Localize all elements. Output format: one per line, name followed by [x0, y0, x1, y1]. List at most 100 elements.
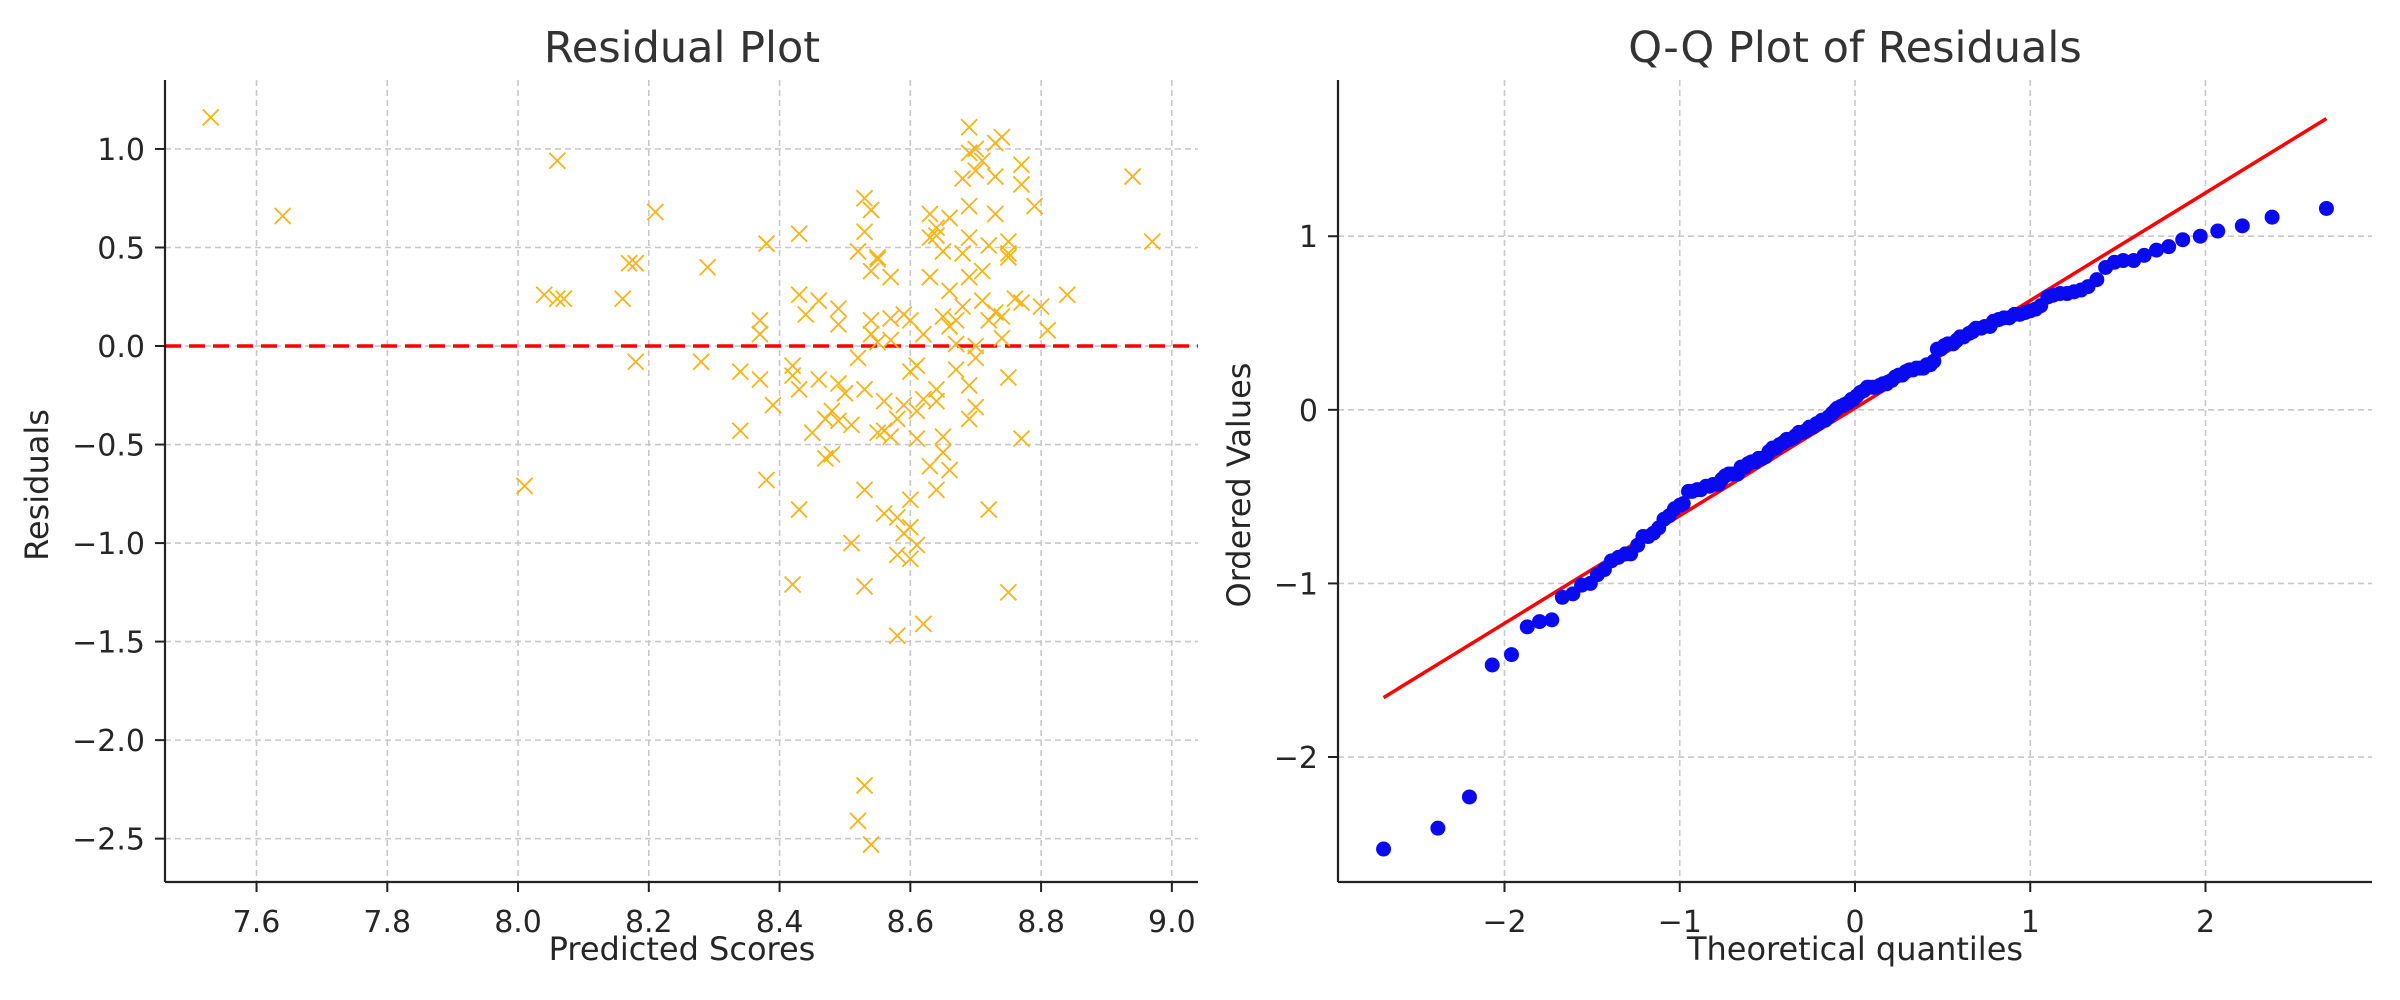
residual-point [934, 307, 952, 326]
residual-point [1143, 232, 1161, 251]
residual-point [875, 392, 893, 410]
residual-point [829, 412, 848, 430]
residual-point [784, 366, 802, 385]
residual-point [862, 201, 880, 219]
residual-point [934, 242, 952, 261]
residual-point [901, 518, 919, 536]
residual-point [829, 299, 848, 318]
residual-point [993, 128, 1011, 146]
qq-point [2161, 239, 2177, 255]
y-tick-label: 1 [1299, 220, 1318, 255]
x-tick-label: 9.0 [1148, 905, 1196, 940]
residual-point [999, 248, 1018, 266]
residual-point [829, 374, 848, 393]
residual-point [790, 286, 808, 304]
residual-point [855, 380, 874, 399]
residual-point [731, 422, 749, 440]
chart-title: Q-Q Plot of Residuals [1628, 23, 2081, 73]
residual-point [973, 152, 991, 170]
residual-point [888, 546, 906, 564]
x-tick-label: −1 [1658, 905, 1702, 940]
x-tick-label: 7.6 [233, 905, 281, 940]
residual-point [535, 286, 553, 304]
residual-point [908, 536, 926, 554]
residual-point [940, 461, 959, 479]
qq-point [2234, 218, 2250, 234]
y-tick-label: −2 [1274, 741, 1318, 776]
y-tick-label: −2.5 [72, 823, 145, 858]
residual-point [862, 262, 880, 280]
x-tick-label: 8.0 [494, 905, 542, 940]
residual-point [855, 776, 874, 795]
residual-point [548, 152, 566, 170]
residual-point [947, 361, 965, 379]
residual-point [940, 209, 959, 227]
residual-point [823, 445, 841, 464]
residual-point [515, 477, 534, 495]
x-tick-label: 1 [2021, 905, 2040, 940]
x-tick-label: 2 [2196, 905, 2215, 940]
qq-point [2210, 223, 2226, 239]
residual-point [1012, 156, 1031, 174]
residual-point [548, 290, 566, 308]
residual-point [980, 500, 998, 519]
residual-point [803, 424, 821, 442]
residual-point [1012, 175, 1031, 194]
residual-point [751, 325, 769, 343]
qq-point [2115, 253, 2131, 269]
y-tick-label: 0.5 [97, 231, 145, 266]
residual-point [967, 140, 985, 158]
residual-point [908, 429, 926, 448]
residual-point [1032, 297, 1050, 316]
x-tick-label: 0 [1845, 905, 1864, 940]
residual-point [614, 290, 632, 308]
residual-point [888, 627, 906, 645]
residual-point [849, 812, 867, 830]
residual-point [869, 250, 887, 268]
y-axis-label: Residuals [18, 409, 56, 561]
qq-point [1519, 619, 1535, 635]
residual-point [627, 254, 645, 272]
qq-point [1926, 353, 1942, 369]
residual-point [274, 207, 292, 225]
residual-point [855, 189, 874, 207]
residual-point [953, 169, 972, 188]
residual-point [960, 410, 978, 428]
y-tick-label: 1.0 [97, 133, 145, 168]
residual-point [620, 254, 638, 272]
residual-point [862, 835, 880, 854]
y-tick-label: −1.5 [72, 626, 145, 661]
residual-point [875, 504, 893, 523]
residual-point [921, 205, 939, 223]
residual-point [202, 108, 220, 127]
residual-point [908, 402, 926, 420]
y-axis-label: Ordered Values [1220, 363, 1258, 608]
y-tick-label: 0.0 [97, 330, 145, 365]
residual-point [967, 398, 985, 416]
residual-point [790, 380, 808, 399]
x-tick-label: −2 [1482, 905, 1526, 940]
residual-point [921, 268, 939, 286]
qq-point [2136, 247, 2152, 263]
residual-point [849, 349, 867, 367]
residual-point [882, 268, 900, 286]
residual-point [849, 242, 867, 261]
qq-point [1461, 789, 1477, 805]
residual-point [692, 353, 710, 371]
residual-point [829, 315, 848, 333]
x-axis-label: Predicted Scores [549, 930, 816, 968]
residual-point [960, 376, 978, 395]
x-axis-label: Theoretical quantiles [1686, 930, 2023, 968]
residual-point [953, 297, 972, 316]
residual-point [823, 402, 841, 420]
residual-point [751, 370, 769, 389]
residual-point [888, 410, 906, 428]
x-tick-label: 8.6 [886, 905, 934, 940]
residual-point [901, 311, 919, 330]
y-tick-label: −2.0 [72, 724, 145, 759]
residual-point [993, 307, 1011, 326]
residual-point [960, 197, 978, 215]
qq-point [1532, 614, 1548, 630]
qq-point [2175, 232, 2191, 248]
